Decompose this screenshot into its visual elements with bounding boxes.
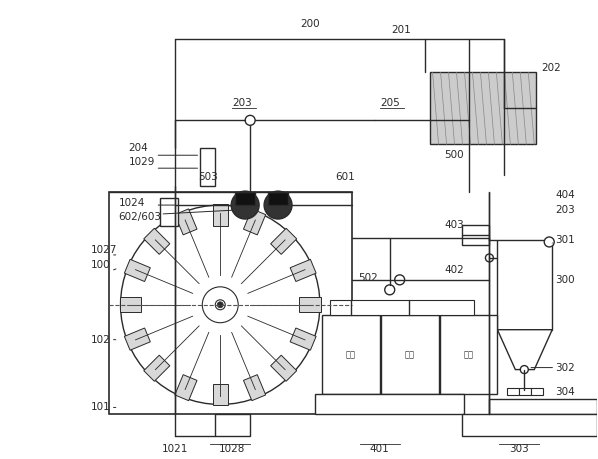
Bar <box>381 315 438 394</box>
Circle shape <box>395 275 405 285</box>
Text: 1024: 1024 <box>118 198 145 208</box>
Text: 201: 201 <box>392 25 411 34</box>
Circle shape <box>520 365 528 374</box>
Circle shape <box>121 205 320 404</box>
Bar <box>429 73 536 144</box>
Text: 205: 205 <box>380 98 399 108</box>
Bar <box>498 240 552 330</box>
Polygon shape <box>271 228 297 254</box>
Polygon shape <box>213 204 228 226</box>
Bar <box>268 192 288 205</box>
Text: 301: 301 <box>555 235 575 245</box>
Circle shape <box>217 302 223 308</box>
Text: 204: 204 <box>129 143 148 153</box>
Text: 502: 502 <box>358 273 377 283</box>
Circle shape <box>486 254 493 262</box>
Bar <box>200 148 215 186</box>
Bar <box>519 387 531 396</box>
Bar <box>215 414 250 437</box>
Text: 303: 303 <box>509 444 529 454</box>
Polygon shape <box>290 259 316 281</box>
Text: 404: 404 <box>555 190 575 200</box>
Polygon shape <box>175 209 197 235</box>
Text: 清水: 清水 <box>405 350 414 359</box>
Text: 1028: 1028 <box>219 444 245 454</box>
Polygon shape <box>120 297 142 312</box>
Text: 203: 203 <box>555 205 575 215</box>
Bar <box>109 192 352 414</box>
Text: 601: 601 <box>335 172 355 182</box>
Text: 200: 200 <box>300 19 320 28</box>
Circle shape <box>202 287 238 323</box>
Circle shape <box>245 115 255 125</box>
Polygon shape <box>498 330 552 369</box>
Text: 1029: 1029 <box>129 157 155 167</box>
Bar <box>235 192 255 205</box>
Bar <box>440 315 498 394</box>
Polygon shape <box>243 209 266 235</box>
Circle shape <box>544 237 554 247</box>
Bar <box>462 414 597 437</box>
Text: 102: 102 <box>91 335 111 345</box>
Text: 弱酸: 弱酸 <box>346 350 356 359</box>
Text: 302: 302 <box>555 363 575 373</box>
Text: 403: 403 <box>444 220 464 230</box>
Bar <box>330 300 474 315</box>
Text: 503: 503 <box>199 172 218 182</box>
Text: 500: 500 <box>444 150 464 160</box>
Circle shape <box>231 191 259 219</box>
Text: 401: 401 <box>370 444 390 454</box>
Text: 300: 300 <box>555 275 575 285</box>
Circle shape <box>385 285 395 295</box>
Text: 弱碱: 弱碱 <box>463 350 474 359</box>
Text: 602/603: 602/603 <box>118 212 161 222</box>
Polygon shape <box>144 228 170 254</box>
Text: 1027: 1027 <box>91 245 117 255</box>
Text: 402: 402 <box>444 265 464 275</box>
Polygon shape <box>271 355 297 381</box>
Bar <box>489 399 597 414</box>
Polygon shape <box>290 328 316 350</box>
Polygon shape <box>299 297 321 312</box>
Text: 202: 202 <box>541 63 561 73</box>
Circle shape <box>215 300 225 310</box>
Polygon shape <box>213 384 228 405</box>
Bar <box>322 315 380 394</box>
Bar <box>315 394 465 414</box>
Polygon shape <box>124 328 150 350</box>
Polygon shape <box>175 375 197 401</box>
Bar <box>462 225 489 245</box>
Text: 304: 304 <box>555 386 575 397</box>
Circle shape <box>264 191 292 219</box>
Polygon shape <box>144 355 170 381</box>
Bar <box>160 198 178 226</box>
Text: 101: 101 <box>91 403 111 413</box>
Bar <box>531 387 543 396</box>
Bar <box>507 387 519 396</box>
Polygon shape <box>124 259 150 281</box>
Text: 203: 203 <box>232 98 252 108</box>
Text: 100: 100 <box>91 260 110 270</box>
Polygon shape <box>243 375 266 401</box>
Text: 1021: 1021 <box>162 444 188 454</box>
